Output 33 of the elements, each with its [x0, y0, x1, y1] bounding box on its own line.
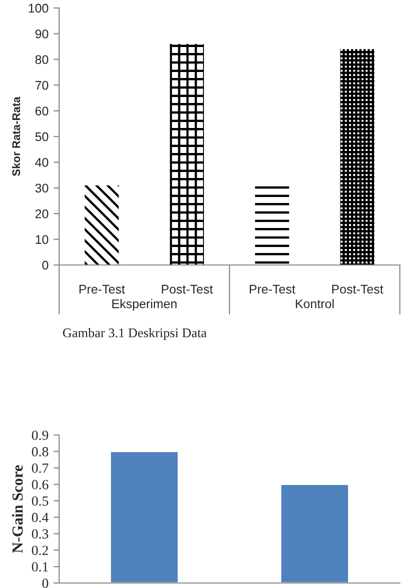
x-tick-label: Pre-Test	[250, 284, 296, 294]
text: Kontrol	[296, 299, 334, 308]
y-tick-label: 0.2	[32, 546, 48, 556]
y-tick-label: 100	[28, 4, 48, 13]
y-tick-label: 0.9	[32, 430, 48, 440]
y-tick-label: 40	[35, 158, 48, 167]
x-tick-label: Pre-Test	[80, 284, 125, 294]
bar	[170, 44, 204, 265]
bar	[84, 185, 119, 265]
y-tick-label: 70	[35, 80, 48, 90]
y-tick-label: 80	[35, 55, 48, 64]
y-axis-title: Skor Rata-Rata	[12, 96, 20, 176]
y-tick-label: 90	[35, 30, 48, 38]
y-tick-label: 0	[42, 578, 48, 588]
y-tick-label: 50	[35, 132, 48, 142]
bar	[340, 49, 374, 265]
y-tick-label: 0.1	[32, 562, 48, 572]
y-tick-label: 0.3	[32, 529, 48, 539]
x-tick-label: Post-Test	[162, 284, 213, 294]
y-tick-label: 0.8	[32, 447, 48, 456]
y-axis-title: N-Gain Score	[12, 465, 23, 553]
y-tick-label: 0	[42, 260, 48, 270]
y-tick-label: 10	[36, 235, 48, 244]
y-tick-label: 0.4	[32, 512, 49, 522]
y-tick-label: 60	[35, 106, 48, 116]
y-tick-label: 0.7	[32, 463, 48, 473]
y-tick-label: 20	[35, 209, 48, 218]
y-tick-label: 30	[35, 184, 48, 193]
x-tick-label: Post-Test	[332, 284, 384, 294]
y-tick-label: 0.6	[32, 480, 48, 490]
text: Eksperimen	[112, 299, 177, 311]
y-tick-label: 0.5	[32, 496, 48, 506]
text: Gambar 3.1 Deskripsi Data	[62, 328, 207, 340]
